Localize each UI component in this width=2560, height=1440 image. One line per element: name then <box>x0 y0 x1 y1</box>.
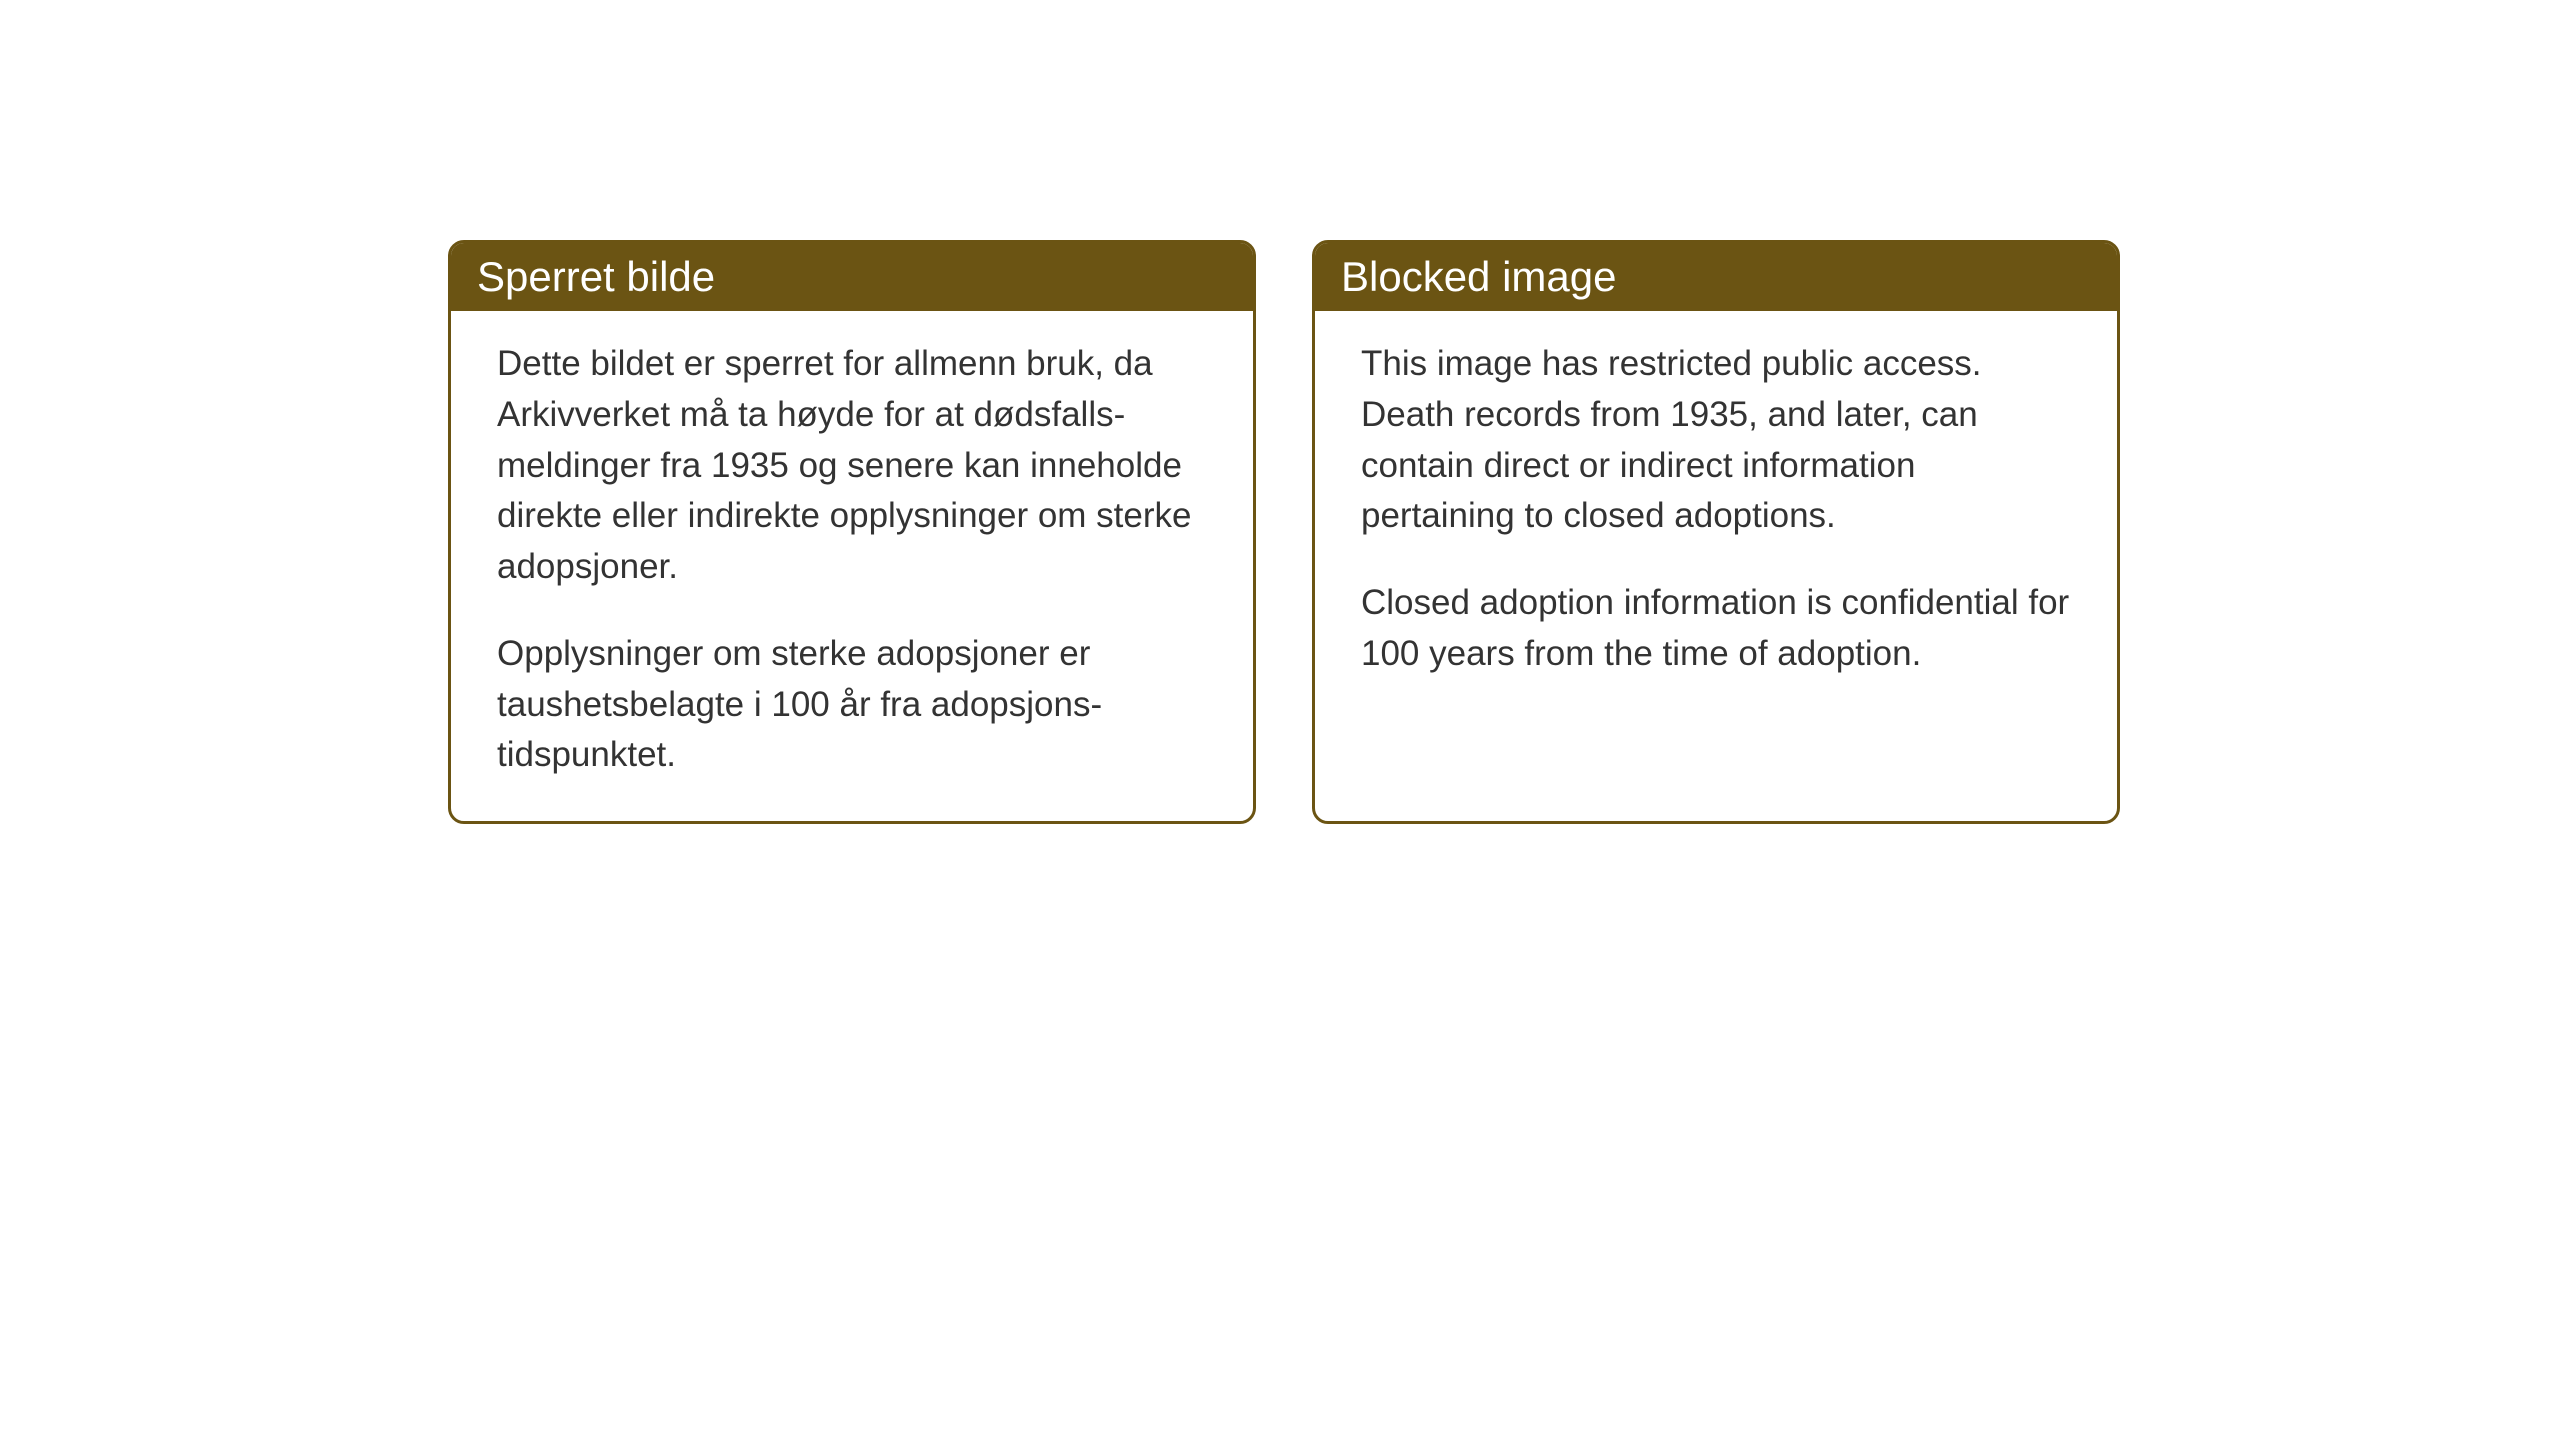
notice-card-english: Blocked image This image has restricted … <box>1312 240 2120 824</box>
card-paragraph-2: Opplysninger om sterke adopsjoner er tau… <box>497 629 1207 781</box>
notice-card-norwegian: Sperret bilde Dette bildet er sperret fo… <box>448 240 1256 824</box>
card-body-english: This image has restricted public access.… <box>1315 311 2117 720</box>
card-header-norwegian: Sperret bilde <box>451 243 1253 311</box>
card-title: Blocked image <box>1341 253 1616 300</box>
card-title: Sperret bilde <box>477 253 715 300</box>
card-paragraph-1: Dette bildet er sperret for allmenn bruk… <box>497 339 1207 593</box>
card-body-norwegian: Dette bildet er sperret for allmenn bruk… <box>451 311 1253 821</box>
card-header-english: Blocked image <box>1315 243 2117 311</box>
card-paragraph-2: Closed adoption information is confident… <box>1361 578 2071 680</box>
card-paragraph-1: This image has restricted public access.… <box>1361 339 2071 542</box>
notice-cards-container: Sperret bilde Dette bildet er sperret fo… <box>448 240 2120 824</box>
